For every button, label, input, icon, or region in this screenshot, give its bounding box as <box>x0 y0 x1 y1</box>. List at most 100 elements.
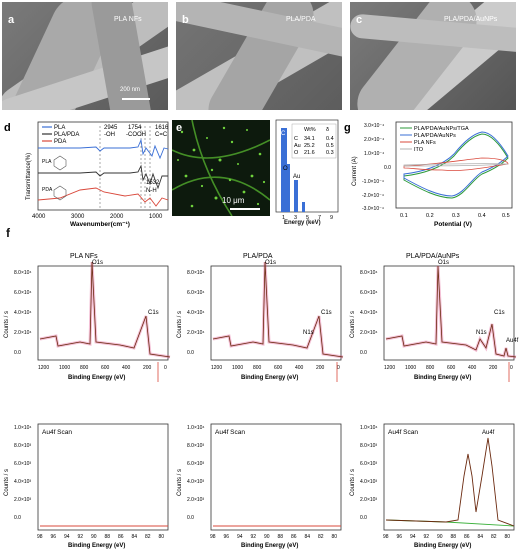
eds-peak-o: O <box>283 166 288 172</box>
ftir-ylabel: Transmittance(%) <box>26 153 32 200</box>
panel-title-c: PLA/PDA/AuNPs <box>444 16 498 23</box>
xps-peak-n1s-1: N1s <box>303 330 314 336</box>
xps-scan-xtick-0-4: 90 <box>91 534 97 540</box>
xps-scan-xtick-0-7: 84 <box>132 534 138 540</box>
xps-scan-ylabel-2: Counts / s <box>350 469 356 496</box>
eds-xtick-1: 1 <box>282 215 285 221</box>
cv-ytick-0: 3.0×10⁻⁴ <box>364 123 384 129</box>
panel-label-d: d <box>4 122 11 134</box>
cv-xtick-05: 0.5 <box>502 213 510 219</box>
xps-scan-ytick-0-0: 1.0×10⁴ <box>14 425 32 431</box>
cv-ytick-6: -3.0×10⁻⁴ <box>362 206 384 212</box>
legend-pla-pda: PLA/PDA <box>54 132 79 138</box>
spectrum-pla <box>38 138 169 160</box>
xps-survey-0: PLA NFs 8.0×10⁴6.0×10⁴4.0×10⁴2.0×10⁴0.0 … <box>4 253 171 382</box>
xps-survey-ytick-0-1: 6.0×10⁴ <box>14 290 32 296</box>
pda-structure-icon <box>53 185 67 201</box>
xps-scan-xtick-2-3: 92 <box>424 534 430 540</box>
eds-scale-bar-label: 10 μm <box>222 196 245 205</box>
xps-scan-ytick-1-2: 6.0×10³ <box>187 461 204 467</box>
annot-1616: 1616 <box>155 125 169 131</box>
xps-survey-xlabel-0: Binding Energy (eV) <box>68 375 125 381</box>
xps-scan-1: Au4f Scan 1.0×10⁴ 8.0×10³ 6.0×10³ 4.0×10³ 2.… <box>177 423 342 549</box>
spectrum-pda <box>37 187 169 207</box>
legend-tga: PLA/PDA/AuNPs/TGA <box>414 126 469 132</box>
xps-survey-ytick-2-0: 8.0×10⁴ <box>360 270 378 276</box>
cv-loop-aunps <box>403 131 509 197</box>
sem-image-pla-pda: b PLA/PDA <box>176 2 342 110</box>
xps-survey-ytick-0-3: 2.0×10⁴ <box>14 330 32 336</box>
xps-scan-ylabel-0: Counts / s <box>4 469 10 496</box>
annot-1754: 1754 <box>128 125 142 131</box>
eds-xtick-7: 7 <box>318 215 321 221</box>
xps-peak-o1s-0: O1s <box>92 260 103 266</box>
xps-survey-xtick-1-2: 800 <box>253 365 262 371</box>
scale-bar-label: 200 nm <box>120 87 141 93</box>
xps-scan-ytick-0-4: 2.0×10³ <box>14 497 31 503</box>
eds-row-o-d: 0.3 <box>326 150 334 156</box>
xps-scan-xtick-2-0: 98 <box>383 534 389 540</box>
eds-table-delta: δ <box>326 127 329 133</box>
xps-scan-xtick-1-5: 88 <box>278 534 284 540</box>
eds-row-au-wt: 25.2 <box>304 143 315 149</box>
cv-xtick-04: 0.4 <box>478 213 486 219</box>
xps-scan-ytick-2-1: 8.0×10³ <box>360 443 377 449</box>
xps-scan-ytick-1-0: 1.0×10⁴ <box>187 425 205 431</box>
xps-peak-au4f-2: Au4f <box>506 338 519 344</box>
eds-row-c-wt: 34.1 <box>304 136 315 142</box>
xps-scan-xtick-0-3: 92 <box>78 534 84 540</box>
xps-scan-ytick-2-5: 0.0 <box>360 515 367 521</box>
eds-scale-bar <box>230 208 260 210</box>
xps-scan-title-2: Au4f Scan <box>388 429 418 436</box>
xps-survey-xtick-1-3: 600 <box>274 365 283 371</box>
annot-cooh: -COOH <box>126 132 146 138</box>
xps-scan-xtick-0-0: 98 <box>37 534 43 540</box>
spectrum-pla-pda <box>38 164 168 190</box>
cv-loop-tga <box>403 133 509 199</box>
xps-survey-ytick-0-4: 0.0 <box>14 350 21 356</box>
xps-survey-ytick-2-4: 0.0 <box>360 350 367 356</box>
cv-loop-ito <box>403 163 509 167</box>
xps-title-1: PLA/PDA <box>243 253 273 260</box>
xps-scan-ytick-0-2: 6.0×10³ <box>14 461 31 467</box>
panel-label-g: g <box>344 122 351 134</box>
xps-survey-xtick-2-6: 0 <box>510 365 513 371</box>
xps-survey-ytick-2-3: 2.0×10⁴ <box>360 330 378 336</box>
xps-survey-xtick-0-2: 800 <box>80 365 89 371</box>
panel-label-c: c <box>356 14 363 26</box>
cv-xlabel: Potential (V) <box>434 221 472 228</box>
xps-scan-xtick-1-8: 82 <box>318 534 324 540</box>
pla-structure-icon <box>53 155 67 171</box>
panel-label-b: b <box>182 14 189 26</box>
xps-scan-ylabel-1: Counts / s <box>177 469 183 496</box>
xps-scan-xtick-2-9: 80 <box>505 534 511 540</box>
xps-ylabel-0: Counts / s <box>4 311 10 338</box>
xps-survey-xtick-0-6: 0 <box>164 365 167 371</box>
eds-row-c-d: 0.4 <box>326 136 334 142</box>
eds-peak-c: C <box>281 131 286 137</box>
xps-scan-xtick-0-9: 80 <box>159 534 165 540</box>
xps-survey-xtick-0-3: 600 <box>101 365 110 371</box>
legend-pla: PLA <box>54 125 65 131</box>
xps-scan-title-0: Au4f Scan <box>42 429 72 436</box>
legend-ito: ITO <box>414 147 424 153</box>
struct-label-pla: PLA <box>42 159 52 165</box>
xps-survey-line-2 <box>385 265 517 358</box>
xps-scan-xtick-2-5: 88 <box>451 534 457 540</box>
xps-survey-xtick-1-0: 1200 <box>211 365 222 371</box>
struct-label-pda: PDA <box>42 187 53 193</box>
ftir-xtick-4000: 4000 <box>32 214 46 220</box>
xps-survey-ytick-1-1: 6.0×10⁴ <box>187 290 205 296</box>
cv-ytick-3: 0.0 <box>384 165 391 171</box>
xps-survey-ytick-1-4: 0.0 <box>187 350 194 356</box>
annot-nh: N-H <box>146 188 157 194</box>
cv-ytick-5: -2.0×10⁻⁴ <box>362 193 384 199</box>
cv-xtick-01: 0.1 <box>400 213 408 219</box>
xps-scan-xtick-1-2: 94 <box>237 534 243 540</box>
xps-scan-xtick-2-2: 94 <box>410 534 416 540</box>
xps-scan-xlabel-0: Binding Energy (eV) <box>68 543 125 549</box>
ftir-xtick-1000: 1000 <box>149 214 163 220</box>
xps-survey-xtick-2-5: 200 <box>489 365 498 371</box>
xps-scan-ytick-2-4: 2.0×10³ <box>360 497 377 503</box>
ftir-xtick-3000: 3000 <box>71 214 85 220</box>
